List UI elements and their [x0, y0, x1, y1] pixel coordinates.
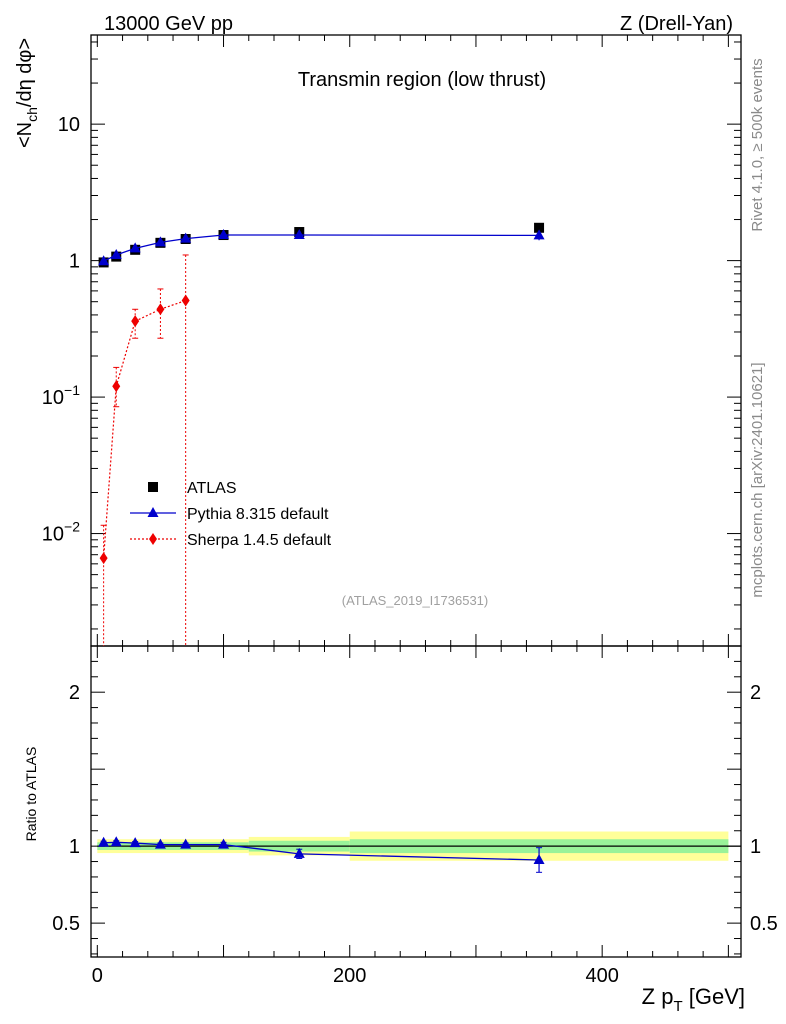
pythia-point — [293, 229, 305, 240]
sherpa-point — [131, 315, 140, 328]
pythia-point — [180, 232, 192, 243]
main-y-tick-label: 1 — [69, 251, 80, 273]
ratio-y-tick-label-left: 1 — [69, 836, 80, 858]
process-label: Z (Drell-Yan) — [620, 13, 733, 35]
legend-sherpa-marker — [149, 533, 157, 545]
sherpa-point — [112, 380, 121, 393]
sherpa-point — [99, 552, 108, 565]
pythia-point — [533, 229, 545, 240]
pythia-point — [218, 229, 230, 240]
pythia-point — [129, 242, 141, 253]
main-y-axis-label: <Nch/dη dφ> — [14, 38, 40, 148]
ratio-pythia-point — [110, 836, 122, 847]
x-tick-label: 0 — [92, 965, 103, 987]
ratio-pythia-point — [218, 838, 230, 849]
legend-label: Sherpa 1.4.5 default — [187, 532, 332, 549]
x-axis-label: Z pT [GeV] — [642, 984, 745, 1015]
legend-pythia-marker — [147, 507, 159, 517]
ratio-y-tick-label-right: 2 — [750, 682, 761, 704]
pythia-point — [110, 248, 122, 259]
legend-atlas-marker — [148, 482, 158, 492]
source-label: mcplots.cern.ch [arXiv:2401.10621] — [749, 362, 766, 597]
chart-title: Transmin region (low thrust) — [298, 69, 546, 91]
ratio-pythia-point — [98, 836, 110, 847]
rivet-label: Rivet 4.1.0, ≥ 500k events — [749, 58, 766, 231]
ratio-y-tick-label-right: 0.5 — [750, 913, 778, 935]
ratio-pythia-point — [293, 847, 305, 858]
ratio-plot-frame — [90, 645, 742, 958]
main-y-tick-label: 10 — [58, 114, 80, 136]
ratio-pythia-point — [154, 838, 166, 849]
ratio-pythia-point — [129, 837, 141, 848]
ratio-y-tick-label-left: 2 — [69, 682, 80, 704]
legend: ATLAS Pythia 8.315 default Sherpa 1.4.5 de… — [130, 480, 332, 549]
main-y-tick-label: 10−1 — [42, 382, 80, 409]
x-tick-label: 200 — [333, 965, 366, 987]
atlas-point — [534, 222, 545, 233]
pythia-point — [154, 236, 166, 247]
ratio-y-axis-label: Ratio to ATLAS — [23, 747, 39, 842]
main-y-tick-label: 10−2 — [42, 519, 80, 546]
ratio-pythia-point — [180, 838, 192, 849]
ratio-y-tick-label-left: 0.5 — [52, 913, 80, 935]
energy-label: 13000 GeV pp — [104, 13, 233, 35]
pythia-series-line — [103, 234, 540, 262]
analysis-id: (ATLAS_2019_I1736531) — [342, 593, 488, 608]
ratio-y-tick-label-right: 1 — [750, 836, 761, 858]
sherpa-series-line — [103, 299, 186, 559]
x-tick-label: 400 — [585, 965, 618, 987]
sherpa-point — [181, 294, 190, 307]
ratio-pythia-point — [533, 854, 545, 865]
legend-label: Pythia 8.315 default — [187, 506, 329, 523]
sherpa-point — [156, 303, 165, 316]
legend-label: ATLAS — [187, 480, 237, 497]
main-plot-frame — [90, 34, 742, 647]
pythia-point — [98, 255, 110, 266]
